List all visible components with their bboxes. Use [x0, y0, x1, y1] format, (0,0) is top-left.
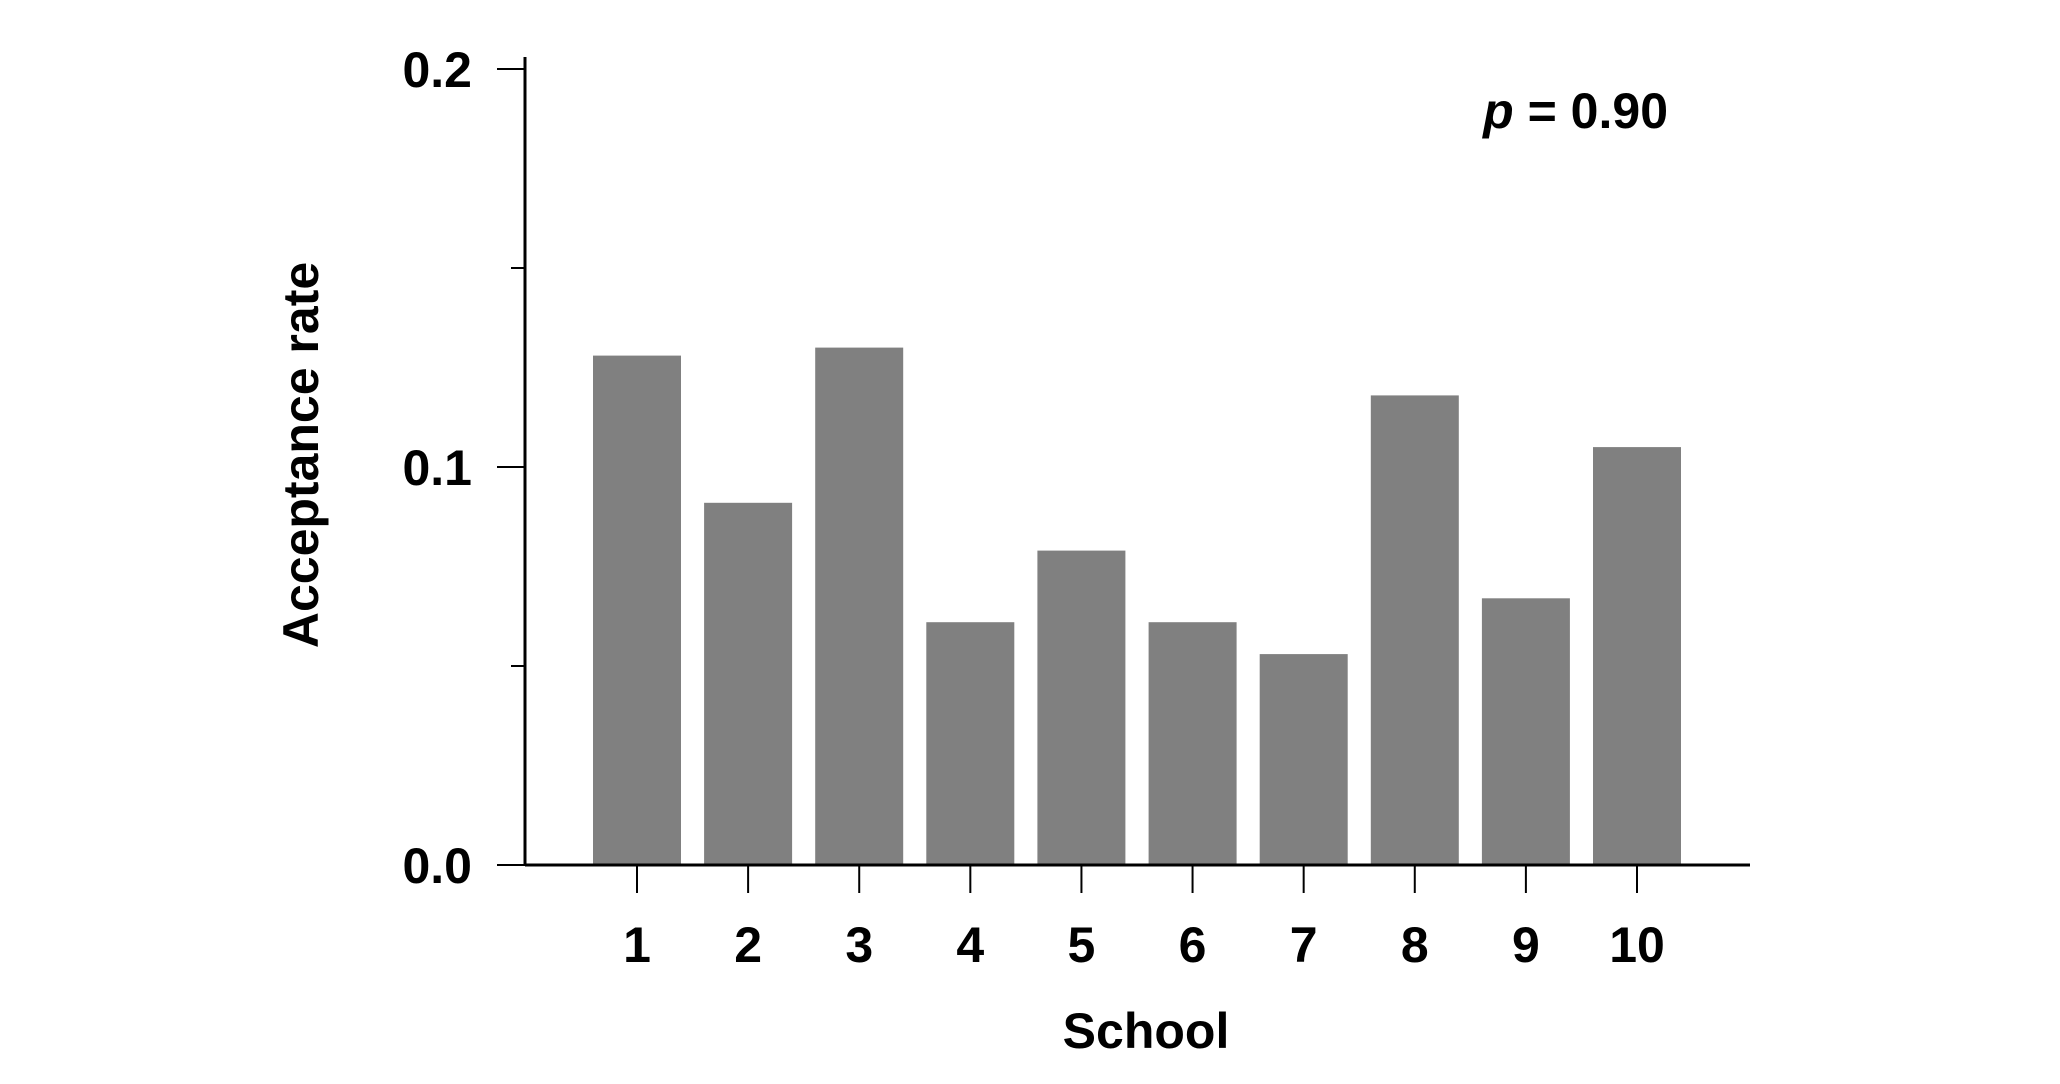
bar-school-5 [1037, 550, 1126, 865]
x-tick-label-5: 5 [1068, 917, 1096, 973]
p-value-text: = 0.90 [1514, 83, 1668, 139]
y-tick-label: 0.1 [402, 440, 472, 496]
x-axis-title: School [1063, 1003, 1230, 1059]
x-tick-label-1: 1 [623, 917, 651, 973]
x-tick-label-2: 2 [734, 917, 762, 973]
bars-group [593, 347, 1681, 866]
bar-school-2 [704, 502, 793, 865]
x-tick-label-9: 9 [1512, 917, 1540, 973]
bar-school-6 [1148, 622, 1237, 865]
x-ticks-group: 1 2 3 4 5 6 7 8 9 10 [623, 865, 1665, 973]
p-value-annotation: p = 0.90 [1481, 83, 1668, 139]
x-tick-label-6: 6 [1179, 917, 1207, 973]
y-ticks-group: 0.0 0.1 0.2 [402, 42, 525, 894]
x-tick-label-4: 4 [956, 917, 984, 973]
bar-school-4 [926, 622, 1015, 865]
bar-school-8 [1370, 395, 1459, 865]
x-tick-label-8: 8 [1401, 917, 1429, 973]
x-tick-label-10: 10 [1609, 917, 1665, 973]
bar-school-1 [593, 355, 681, 865]
bar-school-3 [815, 347, 904, 866]
x-tick-label-7: 7 [1290, 917, 1318, 973]
y-tick-label: 0.0 [402, 838, 472, 894]
p-value-symbol: p [1481, 83, 1514, 139]
bar-school-10 [1593, 447, 1681, 865]
x-tick-label-3: 3 [845, 917, 873, 973]
bar-school-9 [1481, 598, 1570, 865]
bar-school-7 [1259, 654, 1348, 865]
y-tick-label: 0.2 [402, 42, 472, 98]
y-axis-title: Acceptance rate [273, 262, 329, 648]
